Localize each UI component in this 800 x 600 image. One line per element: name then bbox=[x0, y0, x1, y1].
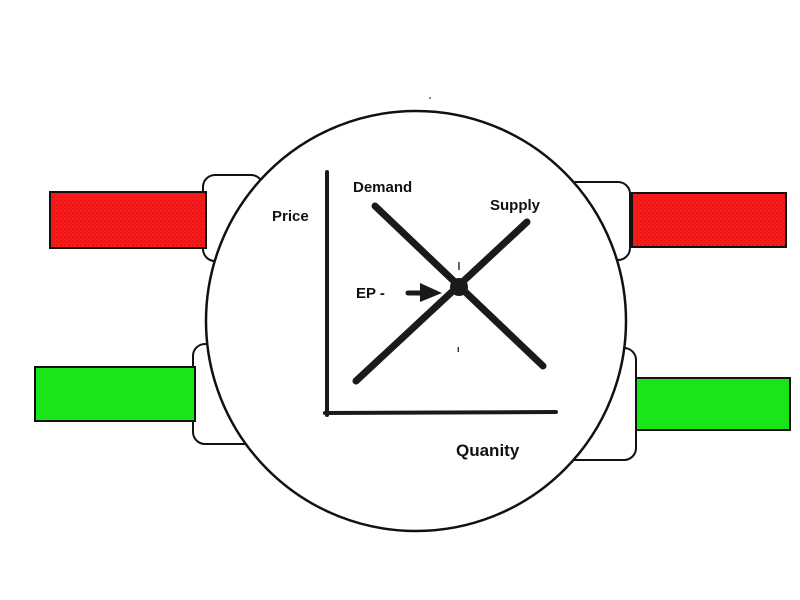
small-mark-bottom: ı bbox=[457, 344, 460, 354]
stray-dot bbox=[429, 97, 431, 99]
demand-label: Demand bbox=[353, 179, 412, 196]
quantity-label: Quanity bbox=[456, 441, 520, 460]
left-green-bar bbox=[34, 366, 196, 422]
right-red-bar bbox=[631, 192, 787, 248]
supply-line bbox=[352, 218, 531, 385]
ep-arrow bbox=[405, 283, 442, 302]
price-label: Price bbox=[272, 208, 309, 225]
left-red-bar bbox=[49, 191, 207, 249]
right-green-bar bbox=[635, 377, 791, 431]
x-axis bbox=[323, 410, 558, 415]
supply-label: Supply bbox=[490, 197, 541, 214]
equilibrium-point bbox=[450, 278, 468, 296]
ep-label: EP - bbox=[356, 285, 385, 302]
